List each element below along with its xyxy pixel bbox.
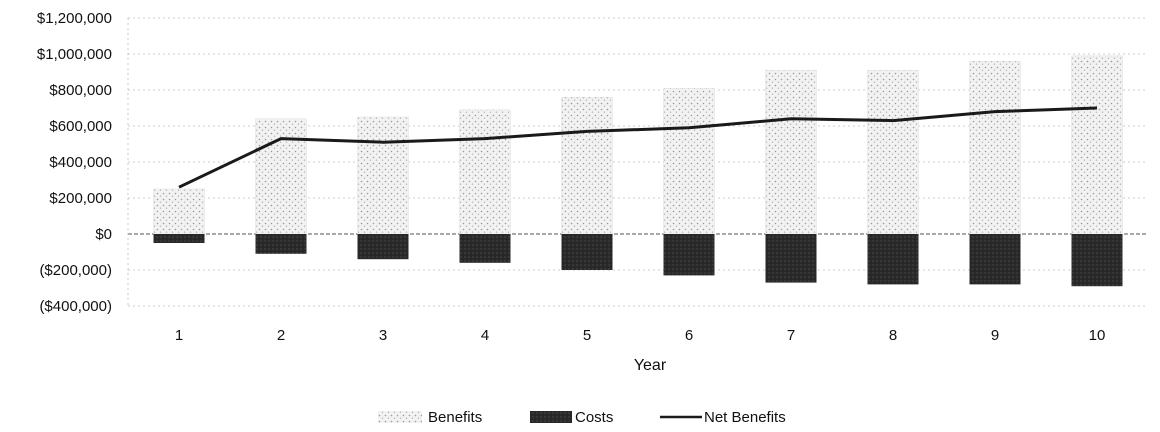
y-axis-tick-labels: $1,200,000 $1,000,000 $800,000 $600,000 $400… [37,10,112,315]
y-tick-label: $200,000 [49,190,112,207]
x-tick-label: 7 [787,327,795,344]
y-tick-label: $400,000 [49,154,112,171]
costs-bar [867,234,919,285]
legend-label-net-benefits: Net Benefits [704,409,786,426]
y-tick-label: ($200,000) [39,262,112,279]
costs-bar [153,234,205,243]
legend-swatch-benefits [378,411,422,423]
x-axis-tick-labels: 1 2 3 4 5 6 7 8 9 10 [175,327,1106,344]
bars [153,55,1123,287]
y-tick-label: $800,000 [49,82,112,99]
benefits-bar [765,69,817,235]
x-axis-title: Year [634,357,667,374]
y-tick-label: $1,200,000 [37,10,112,27]
benefits-bar [255,118,307,235]
legend-label-costs: Costs [575,409,613,426]
costs-bar [357,234,409,260]
costs-bar [663,234,715,276]
legend-label-benefits: Benefits [428,409,482,426]
legend-swatch-costs [530,411,572,423]
x-tick-label: 10 [1089,327,1106,344]
x-tick-label: 8 [889,327,897,344]
costs-bar [1071,234,1123,287]
costs-bar [459,234,511,263]
x-tick-label: 5 [583,327,591,344]
x-tick-label: 3 [379,327,387,344]
y-tick-label: $1,000,000 [37,46,112,63]
costs-bar [765,234,817,283]
benefits-bar [459,109,511,235]
x-tick-label: 9 [991,327,999,344]
x-tick-label: 6 [685,327,693,344]
costs-bar [255,234,307,254]
y-tick-label: $0 [95,226,112,243]
benefits-bar [561,96,613,235]
net-benefits-series-line [178,106,1098,189]
costs-bar [561,234,613,270]
benefits-bar [663,87,715,235]
benefits-bar [867,69,919,235]
legend: Benefits Costs Net Benefits [378,409,786,426]
y-tick-label: ($400,000) [39,298,112,315]
benefits-bar [153,188,205,235]
benefits-bar [357,116,409,235]
x-tick-label: 4 [481,327,489,344]
y-tick-label: $600,000 [49,118,112,135]
x-tick-label: 2 [277,327,285,344]
x-tick-label: 1 [175,327,183,344]
benefits-bar [1071,55,1123,235]
benefits-bar [969,60,1021,235]
net-benefits-line [178,106,1098,189]
costs-bar [969,234,1021,285]
